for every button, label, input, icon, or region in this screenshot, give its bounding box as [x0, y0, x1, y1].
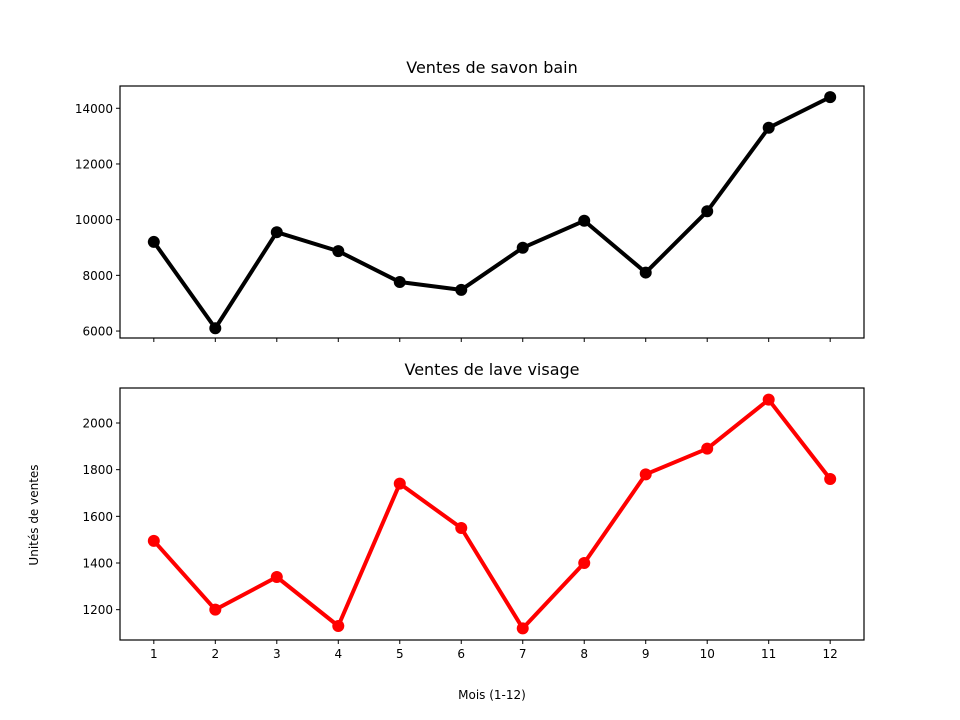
x-tick-label-lave-visage: 12 — [823, 647, 838, 661]
x-tick-label-lave-visage: 10 — [700, 647, 715, 661]
y-axis-label: Unités de ventes — [27, 464, 41, 565]
y-tick-label-lave-visage: 1800 — [82, 463, 113, 477]
y-tick-label-lave-visage: 1600 — [82, 510, 113, 524]
x-tick-label-lave-visage: 2 — [211, 647, 219, 661]
y-tick-label-lave-visage: 1200 — [82, 603, 113, 617]
chart-title-savon-bain: Ventes de savon bain — [406, 58, 577, 77]
data-point-lave-visage — [516, 622, 529, 635]
data-point-lave-visage — [824, 473, 837, 485]
data-point-savon-bain — [393, 276, 406, 289]
data-point-lave-visage — [762, 393, 775, 406]
y-tick-label-savon-bain: 8000 — [82, 269, 113, 283]
data-point-savon-bain — [824, 91, 837, 104]
data-point-savon-bain — [147, 235, 160, 248]
x-tick-label-lave-visage: 1 — [150, 647, 158, 661]
axes-frame-lave-visage — [119, 387, 865, 641]
x-tick-label-lave-visage: 7 — [519, 647, 527, 661]
series-line-savon-bain — [151, 95, 833, 331]
x-tick-label-lave-visage: 8 — [580, 647, 588, 661]
data-point-savon-bain — [516, 241, 529, 254]
x-tick-label-lave-visage: 11 — [761, 647, 776, 661]
data-point-savon-bain — [455, 283, 468, 296]
x-tick-label-lave-visage: 5 — [396, 647, 404, 661]
y-tick-label-savon-bain: 6000 — [82, 325, 113, 339]
series-line-lave-visage — [151, 397, 833, 631]
data-point-lave-visage — [393, 477, 406, 490]
y-tick-label-lave-visage: 1400 — [82, 557, 113, 571]
data-point-lave-visage — [455, 522, 468, 534]
data-point-savon-bain — [270, 226, 283, 239]
y-tick-label-savon-bain: 14000 — [75, 102, 113, 116]
x-tick-label-lave-visage: 4 — [334, 647, 342, 661]
data-point-savon-bain — [762, 121, 775, 134]
axes-frame-savon-bain — [119, 85, 865, 339]
chart-title-lave-visage: Ventes de lave visage — [404, 360, 579, 379]
data-point-savon-bain — [332, 245, 345, 258]
data-point-savon-bain — [578, 214, 591, 227]
subplot-savon-bain: Ventes de savon bain 6000 8000 10000 12000 1… — [75, 58, 865, 342]
data-point-lave-visage — [701, 442, 714, 455]
y-tick-label-savon-bain: 10000 — [75, 213, 113, 227]
data-point-lave-visage — [639, 468, 652, 481]
axes-savon-bain: 6000 8000 10000 12000 14000 — [75, 85, 865, 342]
subplot-lave-visage: Ventes de lave visage 1200 1400 1600 1800 20… — [27, 360, 865, 702]
x-axis-label: Mois (1-12) — [458, 688, 526, 702]
data-point-lave-visage — [332, 620, 345, 632]
data-point-savon-bain — [701, 205, 714, 218]
x-tick-label-lave-visage: 9 — [642, 647, 650, 661]
data-point-lave-visage — [209, 603, 222, 616]
y-tick-label-savon-bain: 12000 — [75, 157, 113, 171]
y-tick-label-lave-visage: 2000 — [82, 417, 113, 431]
x-tick-label-lave-visage: 3 — [273, 647, 281, 661]
data-point-lave-visage — [270, 571, 283, 583]
data-point-lave-visage — [578, 557, 591, 569]
data-point-lave-visage — [147, 534, 160, 547]
data-point-savon-bain — [639, 266, 652, 279]
data-point-savon-bain — [209, 322, 222, 335]
x-tick-label-lave-visage: 6 — [457, 647, 465, 661]
